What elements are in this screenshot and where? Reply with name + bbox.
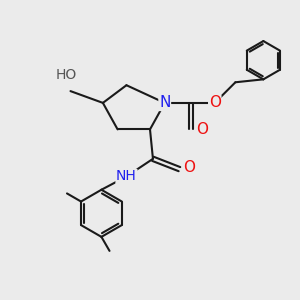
Text: O: O [183,160,195,175]
Text: HO: HO [56,68,77,82]
Text: NH: NH [116,169,137,184]
Text: O: O [209,95,221,110]
Text: N: N [159,95,170,110]
Text: O: O [196,122,208,137]
